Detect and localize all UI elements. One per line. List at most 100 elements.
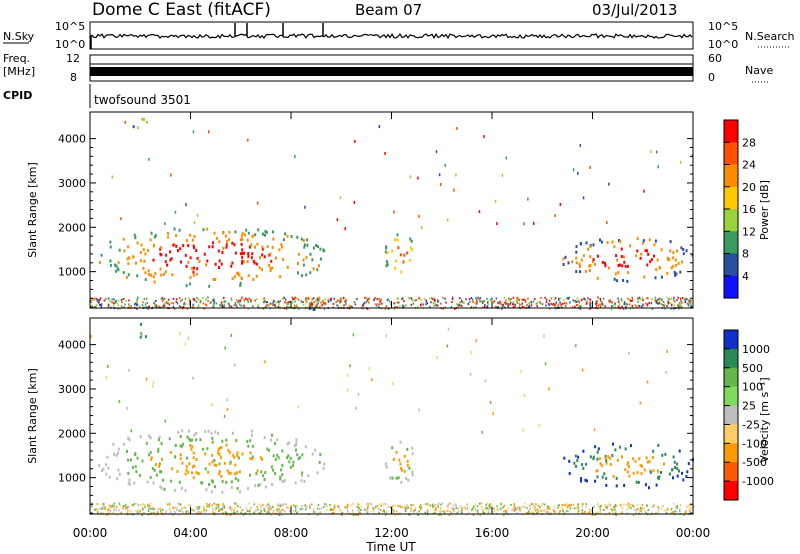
data-cell (625, 305, 627, 308)
data-cell (109, 263, 112, 267)
data-cell (241, 277, 243, 281)
data-cell (127, 481, 130, 485)
data-cell (609, 463, 612, 466)
data-cell (489, 400, 492, 404)
data-cell (453, 510, 455, 513)
data-cell (407, 478, 410, 482)
data-cell (346, 511, 349, 514)
data-cell (367, 504, 370, 507)
data-cell (149, 436, 152, 440)
data-cell (513, 507, 516, 510)
data-cell (270, 259, 273, 263)
data-cell (136, 511, 139, 514)
data-cell (653, 243, 656, 247)
data-cell (243, 304, 245, 307)
data-cell (204, 303, 207, 306)
data-cell (234, 507, 236, 509)
data-cell (646, 249, 648, 253)
data-cell (599, 238, 601, 242)
data-cell (615, 514, 617, 516)
data-cell (634, 509, 636, 511)
data-cell (543, 509, 545, 512)
data-cell (330, 509, 332, 512)
data-cell (558, 512, 560, 515)
y-tick-label: 1000 (58, 472, 86, 485)
data-cell (566, 509, 569, 511)
data-cell (192, 305, 194, 308)
data-cell (657, 469, 659, 473)
data-cell (213, 502, 215, 505)
data-cell (516, 508, 518, 511)
data-cell (582, 466, 585, 470)
data-cell (374, 297, 376, 299)
data-cell (164, 260, 167, 264)
data-cell (437, 505, 440, 508)
data-cell (359, 511, 362, 514)
data-cell (230, 264, 233, 268)
data-cell (529, 507, 531, 510)
data-cell (476, 301, 478, 304)
data-cell (677, 261, 680, 265)
data-cell (528, 510, 530, 513)
data-cell (170, 479, 173, 483)
data-cell (134, 465, 137, 469)
data-cell (247, 307, 250, 310)
data-cell (586, 302, 588, 305)
data-cell (274, 471, 276, 475)
data-cell (318, 511, 320, 514)
data-cell (490, 299, 493, 301)
data-cell (382, 510, 384, 513)
data-cell (399, 440, 402, 444)
data-cell (528, 504, 531, 507)
data-cell (246, 260, 249, 264)
data-cell (153, 302, 155, 305)
data-cell (232, 453, 235, 457)
data-cell (680, 297, 682, 300)
data-cell (255, 262, 258, 266)
data-cell (256, 469, 259, 473)
data-cell (402, 304, 404, 307)
data-cell (202, 302, 205, 305)
data-cell (676, 474, 679, 478)
data-cell (246, 298, 249, 301)
data-cell (524, 506, 526, 509)
data-cell (584, 478, 587, 482)
data-cell (627, 461, 629, 465)
data-cell (231, 241, 234, 245)
data-cell (679, 504, 682, 507)
data-cell (113, 505, 115, 508)
data-cell (433, 297, 436, 300)
data-cell (146, 301, 148, 304)
x-tick-label: 16:00 (475, 526, 510, 540)
data-cell (639, 256, 642, 260)
data-cell (404, 507, 406, 509)
data-cell (356, 298, 358, 300)
data-cell (336, 300, 338, 303)
data-cell (148, 157, 150, 161)
data-cell (176, 508, 178, 511)
data-cell (640, 509, 642, 512)
data-cell (675, 462, 678, 466)
data-cell (579, 265, 581, 269)
data-cell (190, 447, 193, 451)
data-cell (247, 444, 250, 448)
data-cell (285, 298, 287, 301)
data-cell (632, 514, 635, 516)
data-cell (688, 508, 691, 510)
data-cell (177, 249, 179, 253)
y-tick-label: 4000 (58, 133, 86, 146)
data-cell (505, 302, 508, 305)
data-cell (606, 221, 608, 225)
data-cell (614, 504, 617, 506)
data-cell (291, 296, 293, 299)
data-cell (297, 252, 300, 256)
data-cell (311, 305, 313, 309)
data-cell (599, 509, 602, 512)
data-cell (305, 300, 308, 304)
data-cell (153, 507, 155, 510)
data-cell (657, 512, 659, 515)
data-cell (626, 303, 629, 306)
data-cell (262, 298, 265, 301)
data-cell (272, 237, 275, 241)
